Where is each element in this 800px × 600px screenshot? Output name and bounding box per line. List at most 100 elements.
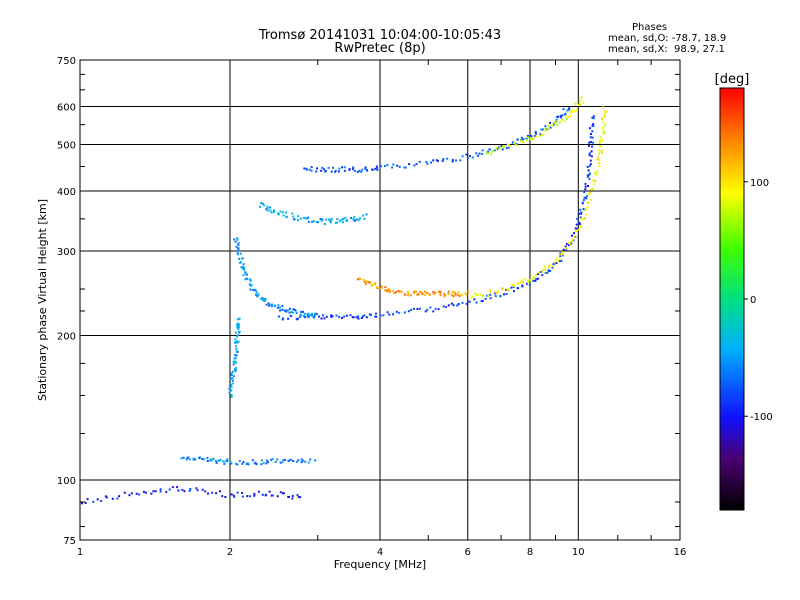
echo-point xyxy=(409,294,412,297)
echo-point xyxy=(242,460,245,463)
echo-point xyxy=(238,317,241,320)
echo-point xyxy=(588,152,591,155)
echo-point xyxy=(589,136,592,139)
echo-point xyxy=(334,169,337,172)
echo-point xyxy=(234,331,237,334)
echo-point xyxy=(297,495,300,498)
echo-point xyxy=(357,218,360,221)
echo-point xyxy=(450,302,453,305)
echo-point xyxy=(453,290,456,293)
echo-point xyxy=(236,491,239,494)
echo-point xyxy=(439,294,442,297)
echo-point xyxy=(96,498,99,501)
echo-point xyxy=(297,219,300,222)
x-axis-ticks: 1 2 4 6 8 10 16 xyxy=(77,60,686,558)
echo-point xyxy=(584,185,587,188)
echo-point xyxy=(374,315,377,318)
echo-point xyxy=(165,490,168,493)
echo-point xyxy=(564,245,567,248)
echo-point xyxy=(484,297,487,300)
echo-point xyxy=(301,459,304,462)
echo-point xyxy=(310,166,313,169)
echo-point xyxy=(234,361,237,364)
echo-point xyxy=(563,120,566,123)
echo-point xyxy=(245,273,248,276)
echo-point xyxy=(188,458,191,461)
echo-point xyxy=(447,293,450,295)
echo-point xyxy=(262,462,265,465)
echo-point xyxy=(528,138,531,141)
echo-point xyxy=(171,486,174,489)
echo-point xyxy=(253,494,256,497)
echo-point xyxy=(568,106,571,109)
echo-point xyxy=(603,114,606,117)
echo-point xyxy=(233,495,236,498)
echo-point xyxy=(410,308,412,311)
echo-point xyxy=(507,288,510,291)
echo-point xyxy=(311,220,314,223)
phase-stats-o: mean, sd,O: -78.7, 18.9 xyxy=(608,33,727,44)
y-tick-label: 500 xyxy=(57,141,76,152)
echo-point xyxy=(270,458,273,461)
echo-point xyxy=(299,315,301,318)
echo-point xyxy=(371,284,374,286)
echo-point xyxy=(496,290,499,293)
echo-point xyxy=(177,489,180,492)
echo-point xyxy=(492,150,495,153)
echo-point xyxy=(603,115,606,118)
echo-point xyxy=(589,191,592,194)
echo-point xyxy=(391,166,394,169)
echo-point xyxy=(272,211,275,213)
echo-point xyxy=(546,271,549,274)
echo-point xyxy=(358,277,361,280)
echo-point xyxy=(584,188,587,191)
echo-point xyxy=(544,125,547,128)
echo-point xyxy=(564,115,567,118)
echo-point xyxy=(595,173,598,176)
echo-point xyxy=(235,369,237,372)
echo-point xyxy=(365,280,368,283)
echo-point xyxy=(493,149,496,152)
echo-point xyxy=(287,459,290,462)
echo-point xyxy=(327,166,330,169)
echo-point xyxy=(343,315,346,318)
echo-point xyxy=(486,152,489,155)
echo-point xyxy=(357,315,360,318)
echo-point xyxy=(537,273,540,276)
echo-point xyxy=(547,269,550,272)
echo-point xyxy=(446,157,449,160)
echo-point xyxy=(311,314,314,317)
echo-point xyxy=(544,130,547,132)
echo-point xyxy=(302,310,304,313)
echo-point xyxy=(290,458,293,461)
y-tick-label: 300 xyxy=(57,247,76,258)
echo-point xyxy=(489,148,492,151)
echo-point xyxy=(386,289,389,291)
chart-title: Tromsø 20141031 10:04:00-10:05:43 xyxy=(258,28,502,43)
echo-point xyxy=(135,492,138,495)
echo-point xyxy=(371,168,374,171)
echo-point xyxy=(255,291,258,294)
echo-point xyxy=(380,286,383,289)
echo-point xyxy=(312,220,315,223)
echo-point xyxy=(570,240,573,243)
echo-point xyxy=(403,166,406,169)
echo-point xyxy=(236,253,239,256)
echo-point xyxy=(544,128,547,130)
echo-point xyxy=(526,281,529,284)
echo-point xyxy=(285,215,288,218)
echo-point xyxy=(416,308,419,310)
echo-point xyxy=(456,294,459,297)
echo-point xyxy=(230,493,233,496)
echo-point xyxy=(362,214,365,217)
y-tick-label: 100 xyxy=(57,476,76,487)
echo-point xyxy=(359,217,362,220)
echo-point xyxy=(297,215,300,218)
echo-point xyxy=(388,288,391,291)
echo-point xyxy=(249,495,252,498)
echo-point xyxy=(346,314,348,317)
colorbar-ticks: 100 0 -100 xyxy=(744,178,773,423)
echo-point xyxy=(263,204,266,207)
echo-point xyxy=(579,222,581,225)
